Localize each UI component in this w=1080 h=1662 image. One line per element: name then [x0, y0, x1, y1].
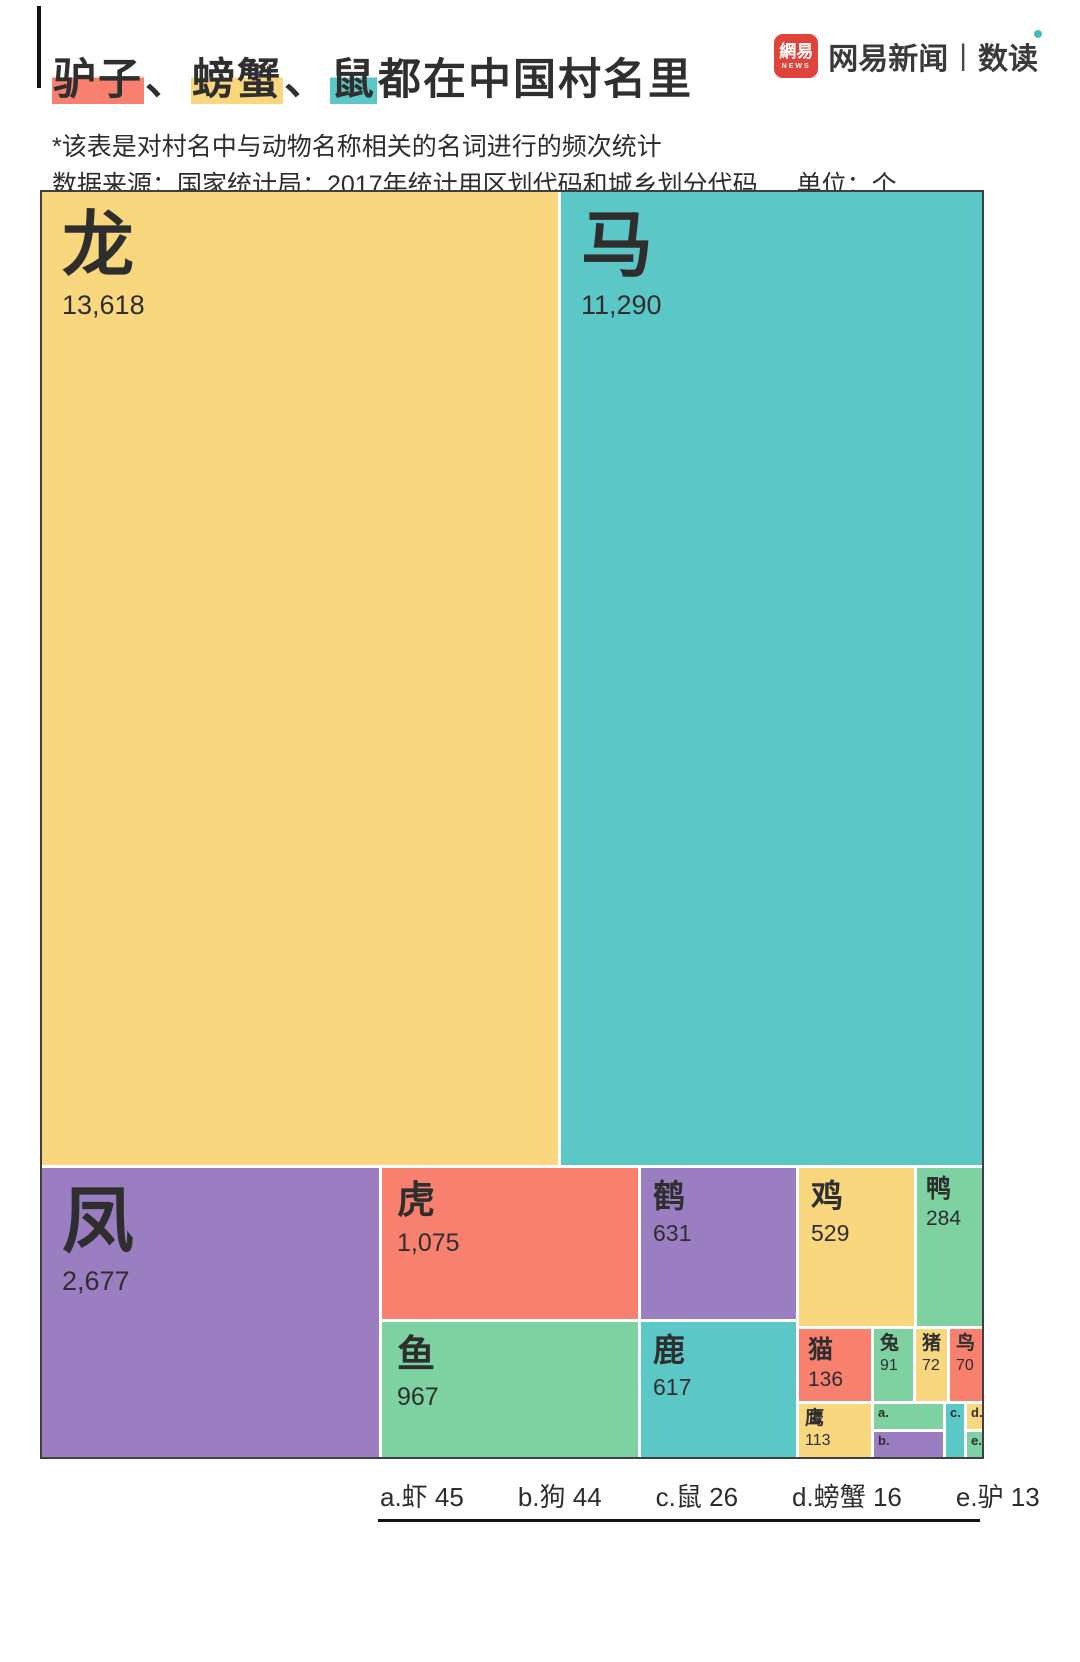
- brand-product-wrap: 数读: [978, 30, 1042, 78]
- cell-value: 113: [805, 1431, 831, 1449]
- product-dot-icon: [1034, 30, 1042, 38]
- brand-divider: |: [959, 39, 967, 72]
- treemap-cell-yu: 鱼 967: [382, 1322, 638, 1457]
- cell-label: a.: [878, 1405, 889, 1420]
- cell-value: 91: [880, 1356, 898, 1374]
- cell-label: 猪: [922, 1333, 942, 1354]
- cell-label: 鸡: [811, 1178, 844, 1214]
- footnote-e: e.驴 13: [955, 1482, 1040, 1512]
- treemap-chart: 龙 13,618 马 11,290 凤 2,677 虎 1,075 鱼 967 鹤 631 鹿 617 鸡 5…: [40, 190, 984, 1459]
- treemap-cell-tu: 兔 91: [874, 1329, 913, 1401]
- title-segment-highlighted: 鼠: [330, 55, 377, 104]
- title-segment: 、: [284, 55, 329, 104]
- cell-label: b.: [878, 1433, 890, 1448]
- cell-label: 鸭: [926, 1175, 952, 1203]
- treemap-cell-b: b.: [874, 1432, 943, 1457]
- cell-value: 631: [653, 1219, 692, 1246]
- treemap-cell-ji: 鸡 529: [799, 1168, 914, 1326]
- cell-value: 1,075: [397, 1228, 460, 1257]
- treemap-cell-ying: 鹰 113: [799, 1404, 871, 1457]
- cell-label: 鹿: [653, 1332, 686, 1368]
- treemap-cell-zhu: 猪 72: [916, 1329, 947, 1401]
- cell-value: 13,618: [62, 289, 145, 320]
- cell-label: 凤: [62, 1182, 135, 1262]
- footnote-d: d.螃蟹 16: [792, 1482, 902, 1512]
- title-segment: 都在中国村名里: [378, 55, 693, 104]
- treemap-cell-ma: 马 11,290: [561, 192, 982, 1165]
- cell-label: 马: [581, 206, 654, 286]
- cell-label: 鹰: [805, 1408, 825, 1429]
- footnote-a: a.虾 45: [380, 1482, 464, 1512]
- netease-logo-icon: 網易 NEWS: [774, 34, 819, 78]
- cell-label: d.: [971, 1405, 982, 1420]
- title-segment-highlighted: 驴子: [52, 55, 144, 104]
- treemap-cell-lu: 鹿 617: [641, 1322, 796, 1457]
- footnote-legend: a.虾 45 b.狗 44 c.鼠 26 d.螃蟹 16 e.驴 13: [380, 1477, 1080, 1514]
- treemap-cell-long: 龙 13,618: [42, 192, 558, 1165]
- cell-value: 284: [926, 1206, 962, 1230]
- treemap-cell-a: a.: [874, 1404, 943, 1429]
- cell-value: 70: [956, 1356, 974, 1374]
- footnote-b: b.狗 44: [517, 1482, 602, 1512]
- treemap-cell-d: d.: [967, 1404, 982, 1429]
- cell-label: 鹤: [653, 1178, 686, 1214]
- title-accent-line: [37, 6, 41, 88]
- cell-label: 龙: [62, 206, 135, 286]
- cell-label: c.: [950, 1405, 961, 1420]
- cell-value: 11,290: [581, 289, 662, 320]
- bottom-rule: [378, 1519, 980, 1522]
- logo-cn-text: 網易: [779, 41, 814, 61]
- cell-label: 猫: [808, 1336, 834, 1364]
- cell-value: 617: [653, 1373, 692, 1400]
- treemap-cell-hu: 虎 1,075: [382, 1168, 638, 1319]
- brand-product: 数读: [978, 43, 1038, 76]
- cell-value: 72: [922, 1356, 940, 1374]
- cell-value: 967: [397, 1382, 439, 1411]
- treemap-cell-ya: 鸭 284: [917, 1168, 982, 1326]
- title-segment-highlighted: 螃蟹: [191, 55, 283, 104]
- treemap-cell-feng: 凤 2,677: [42, 1168, 379, 1457]
- cell-label: 虎: [397, 1180, 436, 1222]
- footnote-c: c.鼠 26: [655, 1482, 739, 1512]
- cell-value: 136: [808, 1367, 844, 1391]
- cell-label: 兔: [880, 1333, 900, 1354]
- cell-label: 鸟: [956, 1333, 976, 1354]
- treemap-cell-c: c.: [946, 1404, 964, 1457]
- cell-value: 2,677: [62, 1265, 130, 1296]
- treemap-cell-he: 鹤 631: [641, 1168, 796, 1319]
- treemap-cell-niao: 鸟 70: [950, 1329, 982, 1401]
- cell-label: e.: [971, 1433, 982, 1448]
- logo-en-text: NEWS: [781, 62, 811, 70]
- cell-value: 529: [811, 1219, 850, 1246]
- chart-note: *该表是对村名中与动物名称相关的名词进行的频次统计: [52, 133, 662, 161]
- treemap-cell-mao: 猫 136: [799, 1329, 871, 1401]
- page-title: 驴子、螃蟹、鼠都在中国村名里: [52, 53, 694, 109]
- brand-name: 网易新闻: [828, 43, 949, 76]
- title-segment: 、: [145, 55, 190, 104]
- treemap-cell-e: e.: [967, 1432, 982, 1457]
- brand-lockup: 網易 NEWS 网易新闻 | 数读: [774, 30, 1042, 78]
- cell-label: 鱼: [397, 1334, 436, 1376]
